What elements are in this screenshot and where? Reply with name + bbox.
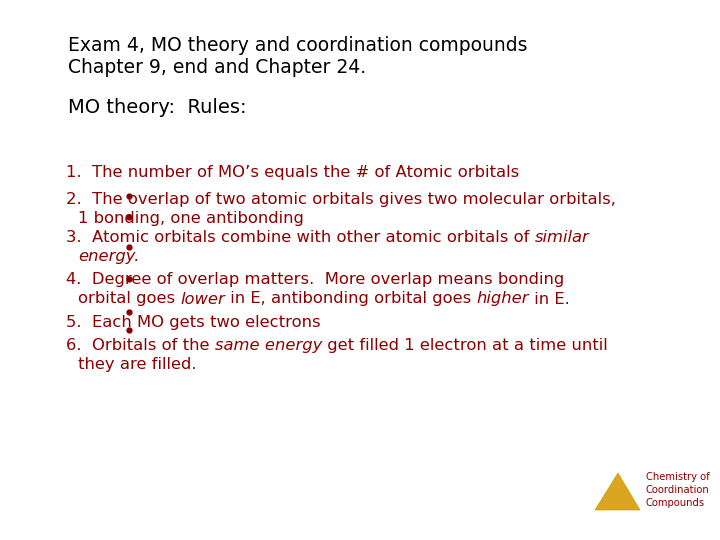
- Text: orbital goes: orbital goes: [78, 292, 181, 307]
- Text: 5.  Each MO gets two electrons: 5. Each MO gets two electrons: [66, 315, 320, 330]
- Text: Compounds: Compounds: [646, 498, 705, 508]
- Text: Exam 4, MO theory and coordination compounds: Exam 4, MO theory and coordination compo…: [68, 36, 528, 55]
- Text: 1.  The number of MO’s equals the # of Atomic orbitals: 1. The number of MO’s equals the # of At…: [66, 165, 519, 180]
- Text: same energy: same energy: [215, 338, 322, 353]
- Text: 1 bonding, one antibonding: 1 bonding, one antibonding: [78, 212, 304, 226]
- Text: 4.  Degree of overlap matters.  More overlap means bonding: 4. Degree of overlap matters. More overl…: [66, 272, 564, 287]
- Text: 6.  Orbitals of the: 6. Orbitals of the: [66, 338, 215, 353]
- Text: in E.: in E.: [529, 292, 570, 307]
- Text: MO theory:  Rules:: MO theory: Rules:: [68, 98, 246, 117]
- Text: Chapter 9, end and Chapter 24.: Chapter 9, end and Chapter 24.: [68, 58, 366, 77]
- Text: higher: higher: [477, 292, 529, 307]
- Text: energy.: energy.: [78, 249, 140, 265]
- Text: lower: lower: [181, 292, 225, 307]
- Text: similar: similar: [535, 230, 590, 245]
- Text: 2.  The overlap of two atomic orbitals gives two molecular orbitals,: 2. The overlap of two atomic orbitals gi…: [66, 192, 616, 207]
- Text: 3.  Atomic orbitals combine with other atomic orbitals of: 3. Atomic orbitals combine with other at…: [66, 230, 535, 245]
- Text: Coordination: Coordination: [646, 485, 710, 495]
- Text: Chemistry of: Chemistry of: [646, 472, 710, 482]
- Text: in E, antibonding orbital goes: in E, antibonding orbital goes: [225, 292, 477, 307]
- Text: they are filled.: they are filled.: [78, 357, 197, 373]
- Text: get filled 1 electron at a time until: get filled 1 electron at a time until: [322, 338, 608, 353]
